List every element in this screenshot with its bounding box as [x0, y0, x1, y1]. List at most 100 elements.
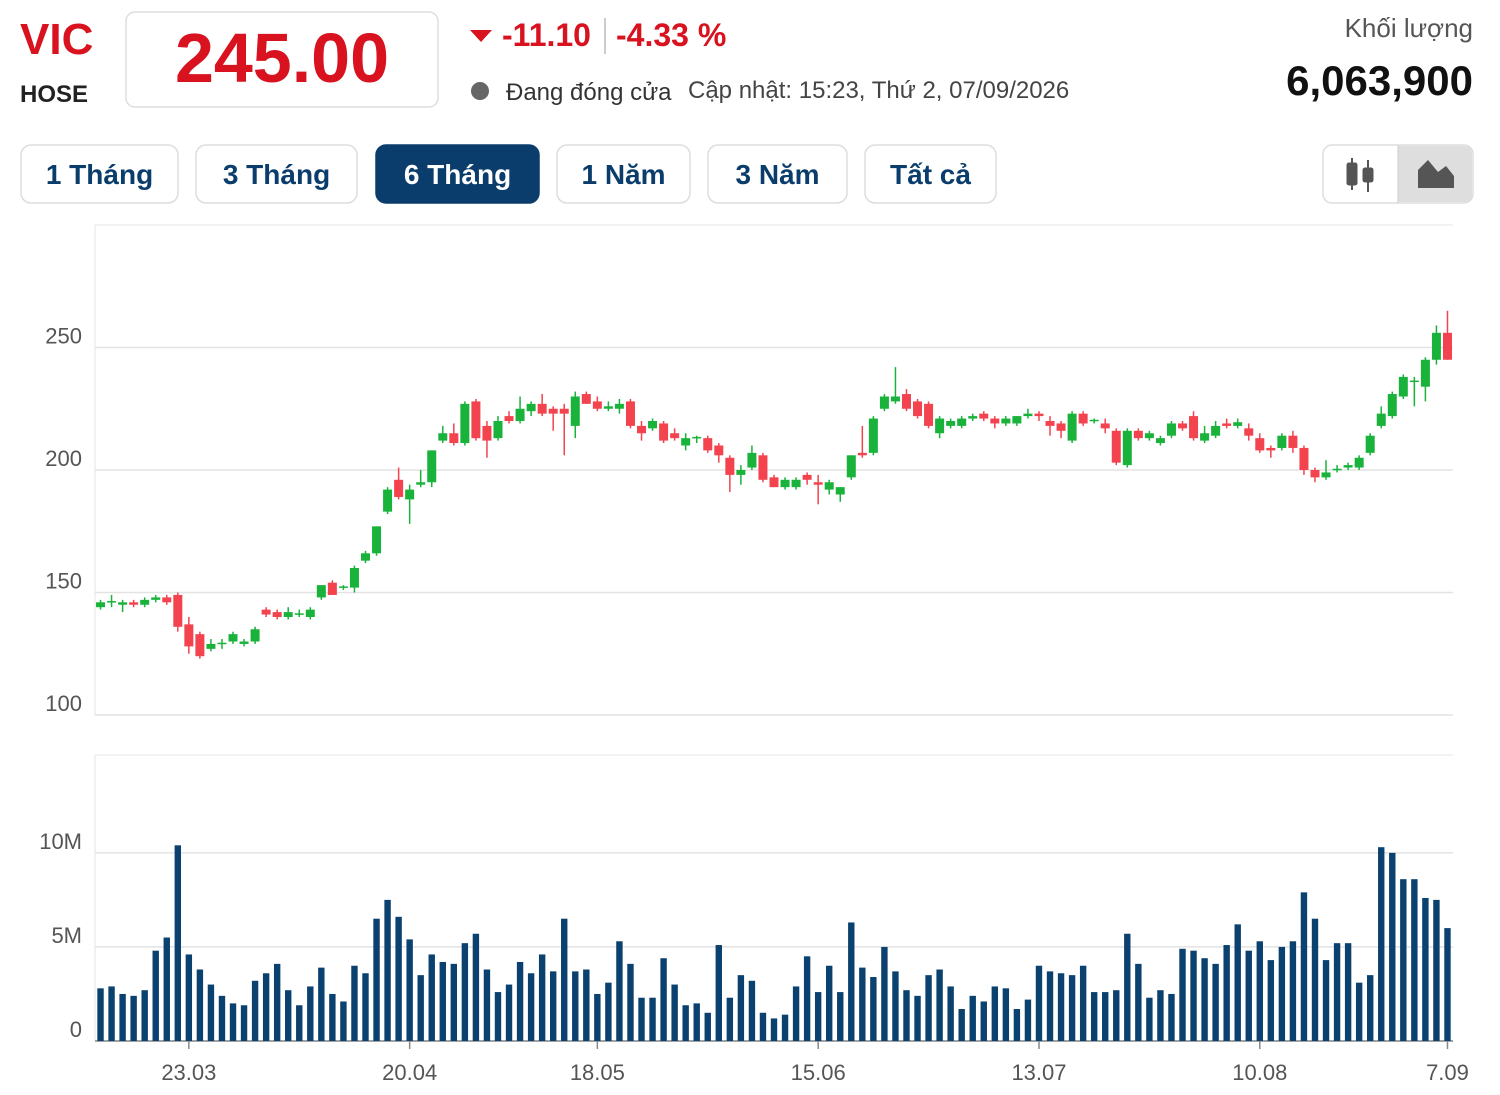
candle-body [261, 609, 271, 615]
volume-bar [494, 992, 502, 1041]
volume-bar [163, 937, 170, 1041]
volume-bar [1201, 958, 1208, 1041]
range-button[interactable]: 3 Năm [707, 144, 848, 204]
candle-body [162, 597, 172, 603]
volume-bar [1113, 990, 1120, 1041]
volume-bar [185, 954, 193, 1041]
volume-bar [1002, 988, 1010, 1041]
candle-body [1067, 413, 1077, 441]
range-button[interactable]: 3 Tháng [195, 144, 358, 204]
candle-body [1277, 435, 1287, 448]
volume-bar [108, 986, 115, 1041]
volume-bar [362, 973, 369, 1041]
candle-body [195, 634, 205, 657]
volume-bar [351, 965, 358, 1041]
volume-bar [848, 922, 855, 1041]
candle-body [360, 553, 370, 561]
volume-bar [759, 1012, 767, 1041]
candle-body [1166, 423, 1176, 436]
volume-bar [318, 967, 325, 1041]
volume-bar [428, 954, 435, 1041]
volume-bar [1267, 960, 1275, 1041]
volume-bar [240, 1005, 248, 1041]
volume-bar [1090, 992, 1098, 1041]
candle-body [228, 634, 238, 642]
candle-body [559, 408, 569, 414]
candle-body [173, 594, 183, 627]
volume-bar [384, 899, 391, 1041]
volume-bar [516, 961, 524, 1041]
candle-body [725, 457, 735, 475]
volume-bar [1289, 941, 1297, 1041]
volume-bar [925, 975, 932, 1041]
candle-body [482, 425, 492, 441]
range-button[interactable]: 1 Năm [556, 144, 691, 204]
candle-body [570, 396, 580, 426]
volume-bar [627, 963, 634, 1041]
candle-body [427, 450, 437, 483]
volume-bar [505, 984, 513, 1041]
volume-bar [119, 993, 126, 1041]
candle-body [681, 438, 691, 446]
candle-body [537, 403, 547, 414]
volume-bar [1013, 1009, 1021, 1041]
y-tick-label: 200 [45, 446, 82, 471]
y-tick-label: 0 [70, 1017, 82, 1042]
range-button[interactable]: 6 Tháng [375, 144, 540, 204]
volume-bar [837, 992, 844, 1041]
candle-body [272, 612, 282, 617]
candle-body [1155, 438, 1165, 444]
candle-body [769, 477, 779, 488]
range-button[interactable]: 1 Tháng [20, 144, 179, 204]
volume-bar [958, 1009, 965, 1041]
volume-bar [1311, 918, 1319, 1041]
volume-bar [549, 971, 557, 1041]
candle-body [1100, 423, 1110, 429]
volume-bar [704, 1012, 711, 1041]
volume: 6,063,900 [1286, 57, 1473, 104]
volume-bar [803, 956, 811, 1041]
candle-body [1211, 425, 1221, 436]
candle-body [648, 421, 658, 429]
candle-body [504, 416, 514, 421]
candle-icon[interactable] [1346, 158, 1374, 192]
candle-body [1376, 413, 1386, 426]
volume-bar [726, 997, 734, 1041]
volume-bar [881, 946, 888, 1041]
candle-body [1078, 413, 1088, 424]
candle-body [548, 408, 558, 414]
volume-bar [229, 1003, 237, 1041]
volume-bar [1035, 965, 1043, 1041]
volume-bar [472, 933, 480, 1041]
volume-bar [826, 965, 833, 1041]
candle-body [868, 418, 878, 453]
candle-body [946, 421, 956, 426]
candle-body [383, 489, 393, 512]
volume-bar [1433, 899, 1440, 1041]
volume-bar [174, 845, 182, 1041]
volume-bar [914, 995, 921, 1041]
candle-body [1122, 430, 1132, 466]
x-tick-label: 15.06 [791, 1060, 846, 1085]
y-tick-label: 5M [51, 923, 82, 948]
candle-body [1266, 447, 1276, 451]
candle-body [890, 396, 900, 402]
volume-bar [1245, 950, 1252, 1041]
volume-bar [715, 945, 722, 1041]
button-label: 3 Tháng [223, 159, 330, 190]
updated: Cập nhật: 15:23, Thứ 2, 07/09/2026 [688, 77, 1069, 104]
volume-bar [296, 1005, 303, 1041]
volume-bar [980, 1001, 987, 1041]
candle-body [813, 482, 823, 485]
volume-bar [1223, 945, 1230, 1041]
volume-bar [814, 992, 822, 1041]
candle-body [1299, 447, 1309, 470]
range-button[interactable]: Tất cả [864, 144, 997, 204]
volume-bar [1333, 943, 1341, 1041]
candle-body [1398, 376, 1408, 397]
volume-bar [1124, 933, 1131, 1041]
candle-body [957, 418, 967, 426]
candle-body [1354, 457, 1364, 468]
